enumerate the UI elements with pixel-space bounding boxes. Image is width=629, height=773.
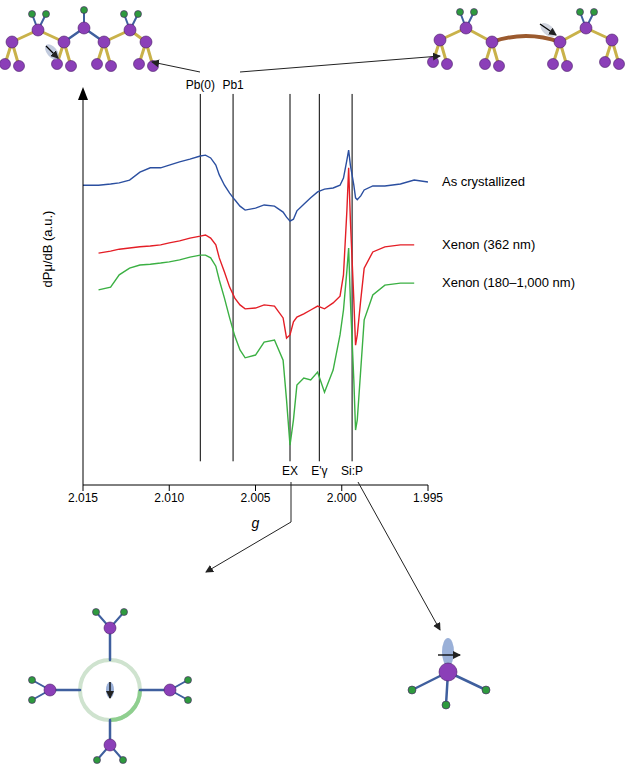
svg-text:Si:P: Si:P (341, 464, 363, 478)
svg-text:Xenon (362 nm): Xenon (362 nm) (442, 237, 535, 252)
svg-text:Pb(0): Pb(0) (186, 78, 215, 92)
svg-text:2.005: 2.005 (240, 491, 270, 505)
svg-text:g: g (252, 515, 260, 531)
svg-text:Pb1: Pb1 (222, 78, 244, 92)
svg-text:2.010: 2.010 (154, 491, 184, 505)
svg-text:dPμ/dB (a.u.): dPμ/dB (a.u.) (40, 211, 55, 288)
svg-text:E'γ: E'γ (311, 464, 327, 478)
svg-text:EX: EX (282, 464, 298, 478)
svg-text:As crystallized: As crystallized (442, 174, 525, 189)
svg-text:2.015: 2.015 (68, 491, 98, 505)
svg-text:1.995: 1.995 (413, 491, 443, 505)
svg-text:2.000: 2.000 (327, 491, 357, 505)
svg-text:Xenon (180–1,000 nm): Xenon (180–1,000 nm) (442, 275, 575, 290)
